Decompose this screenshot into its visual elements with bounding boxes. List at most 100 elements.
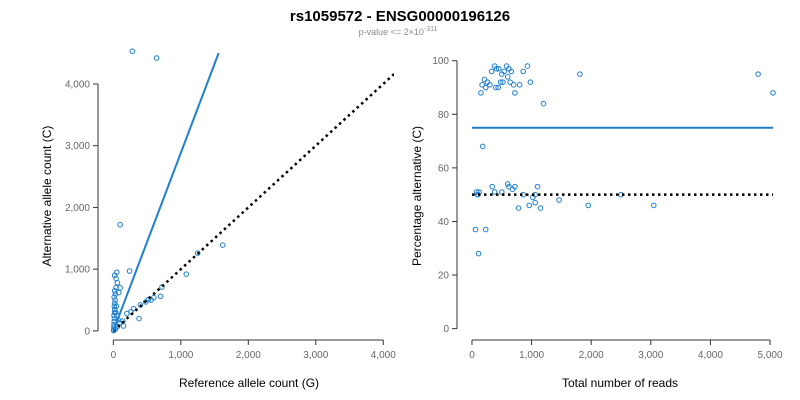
left-panel-allele-counts: 0 1,000 2,000 3,000 4,000 0 1,000 2,000 3,000 4,… bbox=[40, 48, 396, 390]
right-data-point bbox=[526, 202, 533, 209]
right-data-point bbox=[577, 71, 583, 77]
left-data-point bbox=[111, 303, 118, 310]
right-x-ticks: 0 1,000 2,000 3,000 4,000 5,000 bbox=[469, 340, 783, 361]
right-data-point bbox=[493, 84, 499, 91]
right-data-point bbox=[497, 79, 504, 85]
chart-subtitle: p-value <= 2×10-311 bbox=[359, 26, 438, 37]
right-data-point bbox=[475, 250, 482, 257]
right-data-point bbox=[516, 82, 523, 88]
left-data-point bbox=[113, 284, 119, 291]
right-data-point bbox=[493, 65, 500, 72]
right-x-tick-label: 2,000 bbox=[579, 350, 604, 361]
left-data-point bbox=[112, 300, 118, 306]
left-data-point bbox=[115, 289, 122, 296]
right-data-point bbox=[501, 68, 507, 75]
left-y-tick-label: 0 bbox=[84, 326, 90, 337]
right-y-tick-label: 20 bbox=[438, 271, 450, 282]
right-y-ticks: 0 20 40 60 80 100 bbox=[432, 56, 457, 335]
left-data-point bbox=[219, 242, 226, 248]
right-data-point bbox=[556, 197, 562, 203]
right-y-tick-label: 60 bbox=[438, 163, 450, 174]
left-data-point bbox=[111, 294, 117, 300]
left-data-point bbox=[111, 312, 117, 319]
left-reference-line bbox=[112, 72, 394, 332]
right-panel-percentage: 0 1,000 2,000 3,000 4,000 5,000 020406080100 … bbox=[410, 56, 783, 390]
right-data-point bbox=[512, 90, 518, 96]
left-x-ticks: 0 1,000 2,000 3,000 4,000 bbox=[111, 340, 396, 361]
right-x-tick-label: 5,000 bbox=[758, 350, 783, 361]
left-data-point bbox=[112, 297, 118, 303]
left-x-axis-label: Reference allele count (G) bbox=[179, 376, 319, 390]
left-data-point bbox=[183, 271, 190, 277]
right-data-point bbox=[506, 183, 512, 190]
left-data-point bbox=[113, 275, 119, 282]
left-data-point bbox=[126, 268, 133, 274]
left-x-tick-label: 2,000 bbox=[236, 350, 261, 361]
right-data-point bbox=[500, 79, 506, 85]
left-data-point bbox=[129, 48, 136, 55]
left-x-tick-label: 4,000 bbox=[371, 350, 396, 361]
left-data-point bbox=[157, 293, 164, 300]
right-data-point bbox=[479, 82, 485, 88]
right-data-point bbox=[487, 82, 493, 88]
right-data-point bbox=[481, 76, 488, 83]
right-data-point bbox=[755, 71, 761, 77]
right-data-point bbox=[532, 199, 538, 206]
left-fit-line bbox=[112, 52, 220, 332]
right-data-point bbox=[504, 73, 511, 80]
left-x-tick-label: 3,000 bbox=[303, 350, 328, 361]
right-x-tick-label: 0 bbox=[469, 350, 475, 361]
left-data-point bbox=[113, 303, 120, 310]
right-data-point bbox=[482, 226, 489, 233]
right-data-point bbox=[515, 205, 522, 211]
left-y-tick-label: 4,000 bbox=[65, 79, 90, 90]
left-y-axis-label: Alternative allele count (C) bbox=[40, 126, 54, 267]
left-data-point bbox=[112, 309, 119, 316]
left-data-point bbox=[136, 315, 142, 322]
left-y-ticks: 0 1,000 2,000 3,000 4,000 bbox=[65, 79, 98, 337]
right-data-point bbox=[504, 181, 511, 187]
left-data-point bbox=[137, 302, 144, 308]
right-data-point bbox=[495, 84, 502, 91]
right-y-axis-label: Percentage alternative (C) bbox=[410, 126, 424, 266]
right-data-point bbox=[478, 90, 484, 96]
right-data-point bbox=[585, 202, 592, 209]
left-y-tick-label: 3,000 bbox=[65, 141, 90, 152]
right-data-point bbox=[510, 82, 517, 88]
subtitle-pvalue-exponent: -311 bbox=[424, 26, 438, 33]
left-x-tick-label: 0 bbox=[111, 350, 117, 361]
right-x-tick-label: 3,000 bbox=[638, 350, 663, 361]
right-data-point bbox=[540, 100, 547, 107]
subtitle-pvalue-text: p-value <= 2×10 bbox=[359, 27, 424, 37]
right-data-point bbox=[479, 143, 486, 150]
right-lines-layer bbox=[471, 126, 773, 196]
right-data-point bbox=[512, 183, 518, 190]
left-data-point bbox=[153, 55, 160, 61]
right-data-point bbox=[491, 189, 498, 195]
right-data-point bbox=[472, 226, 479, 233]
right-data-point bbox=[482, 84, 489, 91]
right-data-point bbox=[770, 90, 776, 96]
right-data-point bbox=[534, 183, 541, 190]
right-points-layer bbox=[472, 63, 776, 257]
left-x-tick-label: 1,000 bbox=[168, 350, 193, 361]
right-y-tick-label: 80 bbox=[438, 110, 450, 121]
left-data-point bbox=[113, 269, 120, 276]
right-data-point bbox=[524, 63, 531, 69]
chart-title: rs1059572 - ENSG00000196126 bbox=[290, 8, 510, 25]
right-x-axis-label: Total number of reads bbox=[562, 376, 678, 390]
right-x-tick-label: 1,000 bbox=[519, 350, 544, 361]
left-data-point bbox=[117, 221, 123, 228]
right-y-tick-label: 0 bbox=[443, 324, 449, 335]
left-lines-layer bbox=[112, 52, 394, 332]
right-data-point bbox=[473, 189, 480, 195]
left-y-tick-label: 2,000 bbox=[65, 203, 90, 214]
right-x-tick-label: 4,000 bbox=[698, 350, 723, 361]
left-data-point bbox=[117, 284, 123, 291]
right-data-point bbox=[520, 68, 527, 75]
right-data-point bbox=[527, 79, 534, 85]
right-data-point bbox=[496, 65, 502, 72]
left-data-point bbox=[112, 291, 119, 297]
left-data-point bbox=[111, 306, 118, 313]
